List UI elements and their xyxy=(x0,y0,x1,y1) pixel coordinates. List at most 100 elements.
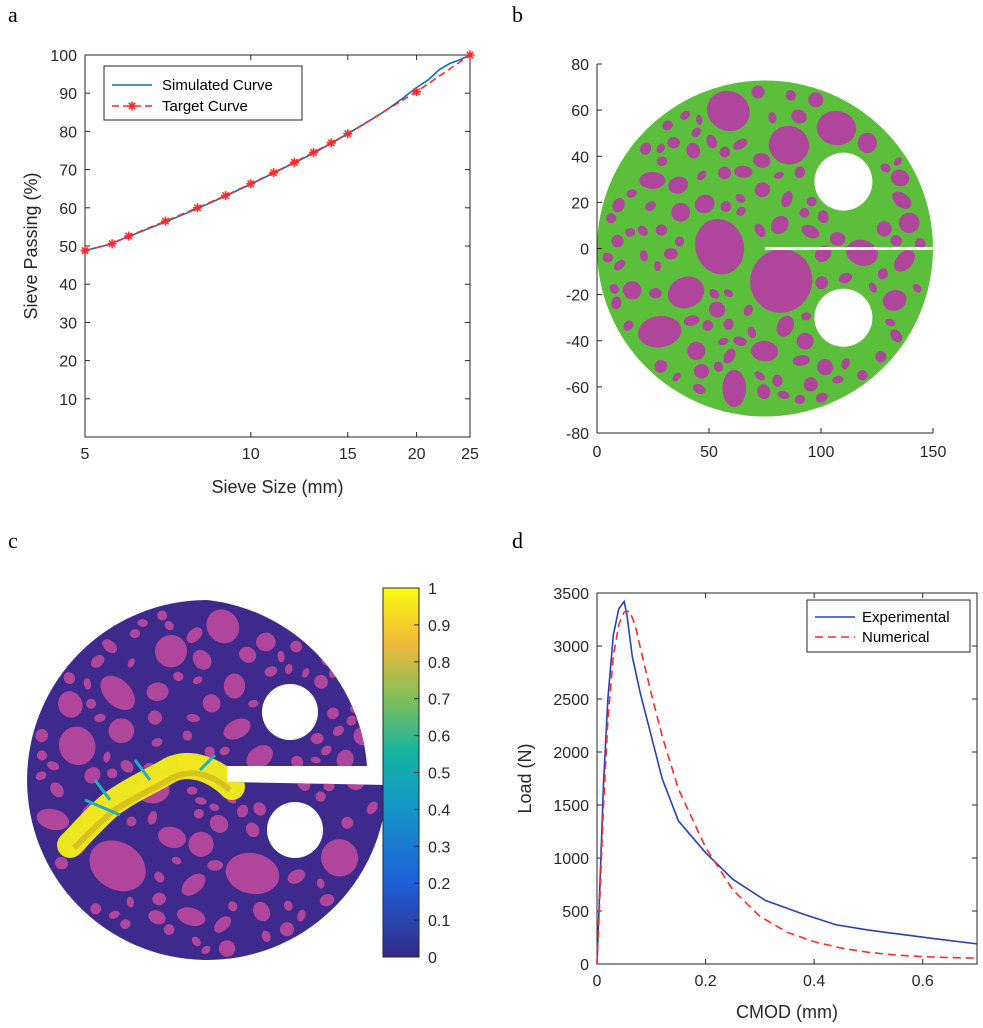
aggregate-particle xyxy=(735,193,746,203)
aggregate-particle xyxy=(245,822,260,838)
colorbar-tick-label: 0.4 xyxy=(428,802,450,819)
plot-d-ytick-label: 1000 xyxy=(553,851,589,868)
aggregate-particle xyxy=(691,127,701,138)
aggregate-particle xyxy=(914,238,926,250)
aggregate-particle xyxy=(702,320,714,331)
aggregate-particle xyxy=(625,228,636,237)
aggregate-particle xyxy=(246,745,273,769)
plot-d-legend-box xyxy=(806,599,971,653)
crack-band xyxy=(57,753,245,858)
loading-hole-upper xyxy=(262,684,318,740)
plot-a-ytick-label: 10 xyxy=(59,392,77,409)
aggregate-particle xyxy=(890,235,903,247)
aggregate-particle xyxy=(623,320,634,331)
target-curve-marker xyxy=(289,157,299,167)
aggregate-particle xyxy=(58,726,96,766)
plot-d-xtick-label: 0.4 xyxy=(803,973,825,990)
aggregate-particle xyxy=(151,738,163,747)
aggregate-particle xyxy=(794,166,805,179)
aggregate-particle xyxy=(201,945,211,955)
plot-a-xlabel: Sieve Size (mm) xyxy=(211,477,343,497)
plot-a-ytick-label: 70 xyxy=(59,163,77,180)
aggregate-particle xyxy=(754,371,765,381)
aggregate-particle xyxy=(697,170,707,181)
aggregate-particle xyxy=(613,259,626,271)
aggregate-particle xyxy=(321,745,332,756)
aggregate-particle xyxy=(126,896,134,908)
panel-label-d: d xyxy=(512,528,523,553)
aggregate-particle xyxy=(283,900,293,911)
aggregate-particle xyxy=(750,340,779,362)
aggregate-particle xyxy=(686,142,700,159)
aggregate-particle xyxy=(253,802,267,816)
plot-b-ytick-label: -40 xyxy=(566,334,589,351)
aggregate-particle xyxy=(622,281,642,300)
aggregate-particle xyxy=(173,671,184,682)
aggregate-particle xyxy=(108,910,120,919)
aggregate-particle xyxy=(332,725,345,737)
aggregate-particle xyxy=(606,213,617,224)
aggregate-particle xyxy=(86,698,97,709)
aggregate-particle xyxy=(817,210,829,224)
colorbar-tick-label: 0.2 xyxy=(428,876,450,893)
aggregate-particle xyxy=(126,816,137,827)
series-experimental xyxy=(596,599,978,965)
aggregate-particle xyxy=(314,674,328,689)
aggregate-particle xyxy=(695,218,745,275)
plot-b-ytick-label: 0 xyxy=(580,242,589,259)
plot-d-xlabel: CMOD (mm) xyxy=(736,1002,838,1022)
aggregate-particle xyxy=(35,771,47,781)
aggregate-particle xyxy=(655,224,668,236)
aggregate-particle xyxy=(164,620,174,631)
target-curve-marker xyxy=(412,87,422,97)
aggregate-particle xyxy=(192,649,212,670)
loading-hole-lower xyxy=(814,288,873,347)
aggregate-particle xyxy=(36,750,48,761)
aggregate-particle xyxy=(346,715,357,726)
aggregate-particle xyxy=(668,176,689,194)
plot-a-legend: Simulated Curve Target Curve xyxy=(103,65,303,121)
aggregate-particle xyxy=(801,224,820,239)
aggregate-particle xyxy=(321,839,359,877)
aggregate-particle xyxy=(815,392,828,403)
aggregate-particle xyxy=(674,236,685,247)
aggregate-particle xyxy=(857,132,877,154)
aggregate-particle xyxy=(223,718,251,740)
plot-d-area xyxy=(596,592,978,965)
aggregate-particle xyxy=(638,315,682,348)
aggregate-particle xyxy=(261,930,271,942)
aggregate-particle xyxy=(912,283,922,293)
aggregate-particle xyxy=(611,296,622,310)
target-curve-marker xyxy=(221,191,231,201)
series-target-curve xyxy=(84,54,471,252)
aggregate-particle xyxy=(656,156,668,166)
aggregate-particle xyxy=(223,673,246,699)
aggregate-particle xyxy=(186,786,198,795)
aggregate-particle xyxy=(693,383,706,395)
aggregate-particle xyxy=(846,239,878,266)
aggregate-particle xyxy=(781,191,793,208)
aggregate-particle xyxy=(89,840,146,892)
aggregate-particle xyxy=(100,675,136,711)
aggregate-particle xyxy=(202,694,221,713)
notch xyxy=(765,247,933,250)
aggregate-particle xyxy=(733,138,748,150)
aggregate-particle xyxy=(171,856,182,865)
aggregate-particle xyxy=(137,619,148,627)
plot-b-xtick-label: 150 xyxy=(920,444,947,461)
target-curve-marker xyxy=(246,179,256,189)
aggregate-particle xyxy=(667,276,705,309)
aggregate-particle xyxy=(120,759,134,773)
aggregate-particle xyxy=(791,109,807,124)
aggregate-particle xyxy=(236,804,249,818)
aggregate-particle xyxy=(310,756,321,764)
aggregate-particle xyxy=(792,355,810,366)
aggregate-particle xyxy=(218,940,236,957)
aggregate-particle xyxy=(803,377,818,392)
panel-label-c: c xyxy=(8,528,18,553)
aggregate-particle xyxy=(152,892,166,906)
aggregate-particle xyxy=(193,808,204,819)
plot-a-ylabel: Sieve Passing (%) xyxy=(21,172,41,319)
legend-simulated-label: Simulated Curve xyxy=(162,77,273,94)
aggregate-particle xyxy=(228,901,238,912)
